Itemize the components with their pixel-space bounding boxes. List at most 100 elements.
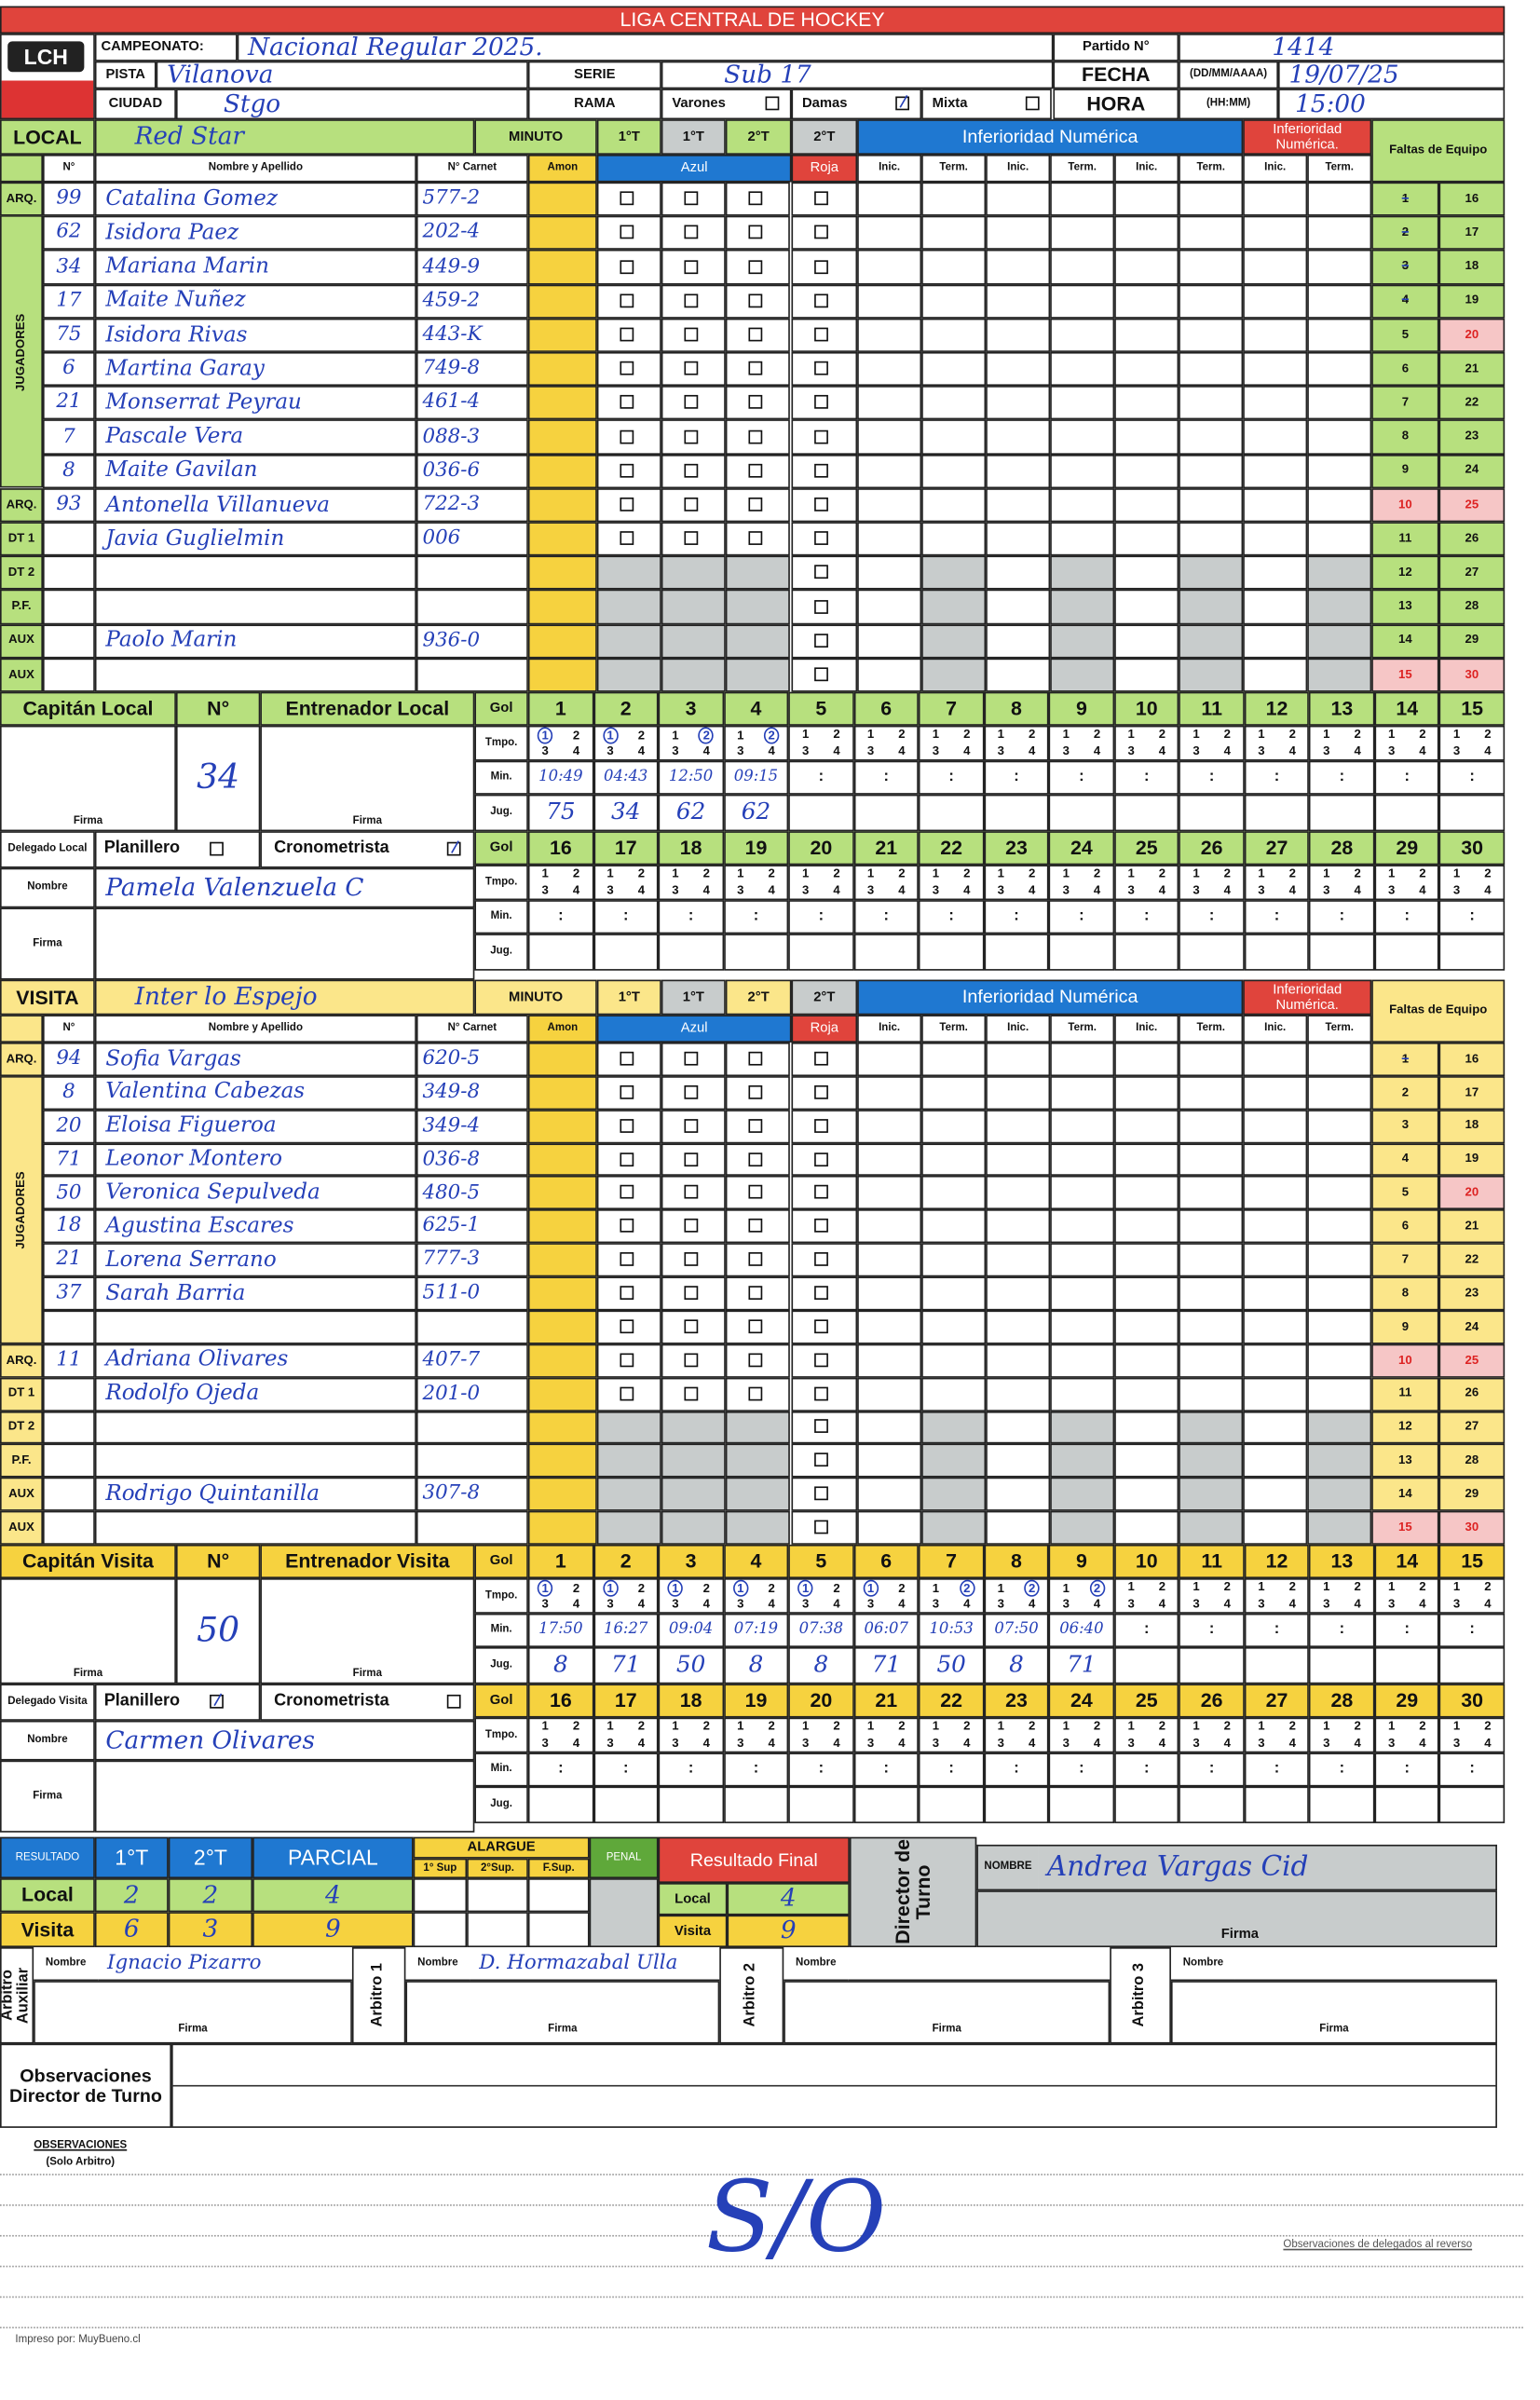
player-name[interactable]: Rodolfo Ojeda xyxy=(94,1377,416,1411)
inferioridad-cell[interactable] xyxy=(857,250,922,284)
period-option[interactable]: 2 xyxy=(1093,866,1101,880)
period-option[interactable]: 2 xyxy=(1024,1580,1040,1598)
inferioridad-cell[interactable] xyxy=(1243,555,1308,591)
referee-nombre[interactable] xyxy=(1234,1947,1497,1982)
period-selector[interactable]: 1 2 3 4 xyxy=(1246,1719,1308,1752)
goal-tmpo-cell[interactable]: 1 2 3 4 xyxy=(1113,725,1179,761)
inferioridad-cell[interactable] xyxy=(857,1109,922,1143)
azul-card-checkbox[interactable] xyxy=(620,497,634,511)
period-option[interactable]: 4 xyxy=(1288,882,1296,897)
goal-player[interactable]: 71 xyxy=(593,1646,659,1684)
goal-minute[interactable]: : xyxy=(593,900,659,934)
azul-card-checkbox[interactable] xyxy=(620,225,634,239)
goal-tmpo-cell[interactable]: 1 2 3 4 xyxy=(1244,725,1310,761)
inferioridad-cell[interactable] xyxy=(1179,623,1244,659)
inferioridad-cell[interactable] xyxy=(1114,215,1179,251)
period-option[interactable]: 1 xyxy=(737,728,744,743)
goal-tmpo-cell[interactable]: 1 2 3 4 xyxy=(1113,1578,1179,1614)
azul-card-checkbox[interactable] xyxy=(748,1219,763,1234)
period-option[interactable]: 4 xyxy=(702,743,710,758)
azul-card-checkbox[interactable] xyxy=(684,1385,699,1400)
goal-minute[interactable]: : xyxy=(1113,760,1179,795)
period-option[interactable]: 3 xyxy=(997,882,1005,897)
team-foul-19[interactable]: 19 xyxy=(1438,283,1506,319)
player-name[interactable] xyxy=(94,555,416,591)
goal-minute[interactable]: : xyxy=(1309,1613,1375,1647)
amon-cell[interactable] xyxy=(527,1276,597,1311)
inferioridad-cell[interactable] xyxy=(986,250,1051,284)
period-selector[interactable]: 1 2 3 4 xyxy=(530,727,593,759)
azul-card-checkbox[interactable] xyxy=(684,1353,699,1367)
period-option[interactable]: 2 xyxy=(1223,1719,1232,1734)
player-name[interactable]: Paolo Marin xyxy=(94,623,416,659)
card-cell[interactable] xyxy=(725,1510,790,1545)
goal-tmpo-cell[interactable]: 1 2 3 4 xyxy=(919,1717,985,1753)
period-selector[interactable]: 1 2 3 4 xyxy=(1180,727,1243,759)
inferioridad-cell[interactable] xyxy=(1050,419,1115,455)
inferioridad-cell[interactable] xyxy=(857,215,922,251)
inferioridad-cell[interactable] xyxy=(1243,318,1308,352)
cronometrista-checkbox[interactable] xyxy=(446,841,461,856)
player-number[interactable]: 50 xyxy=(43,1176,95,1210)
team-foul-7[interactable]: 7 xyxy=(1371,386,1439,420)
player-carnet[interactable]: 036-8 xyxy=(416,1142,528,1177)
player-carnet[interactable]: 511-0 xyxy=(416,1276,528,1311)
inferioridad-cell[interactable] xyxy=(921,351,987,387)
inferioridad-cell[interactable] xyxy=(1307,1176,1372,1210)
period-option[interactable]: 2 xyxy=(572,728,580,743)
period-option[interactable]: 3 xyxy=(802,1597,810,1611)
team-foul-18[interactable]: 18 xyxy=(1438,250,1506,284)
period-option[interactable]: 1 xyxy=(737,1719,744,1734)
azul-card-checkbox[interactable] xyxy=(684,463,699,478)
player-number[interactable]: 7 xyxy=(43,419,95,455)
period-option[interactable]: 1 xyxy=(1127,1719,1135,1734)
team-foul-10[interactable]: 10 xyxy=(1371,487,1439,523)
inferioridad-cell[interactable] xyxy=(1243,1276,1308,1311)
period-selector[interactable]: 1 2 3 4 xyxy=(594,1719,657,1752)
team-foul-4[interactable]: 4 xyxy=(1371,1142,1439,1177)
player-carnet[interactable]: 202-4 xyxy=(416,215,528,251)
inferioridad-cell[interactable] xyxy=(1114,182,1179,216)
period-option[interactable]: 4 xyxy=(1158,882,1166,897)
inferioridad-cell[interactable] xyxy=(857,658,922,692)
amon-cell[interactable] xyxy=(527,1377,597,1411)
card-cell[interactable] xyxy=(596,1209,661,1244)
period-option[interactable]: 1 xyxy=(1452,727,1461,742)
period-option[interactable]: 4 xyxy=(833,882,840,897)
card-cell[interactable] xyxy=(596,1243,661,1277)
inferioridad-cell[interactable] xyxy=(1243,386,1308,420)
goal-minute[interactable]: : xyxy=(1179,1613,1245,1647)
period-option[interactable]: 2 xyxy=(963,727,971,742)
goal-player[interactable] xyxy=(1048,934,1114,971)
period-selector[interactable]: 1 2 3 4 xyxy=(725,1580,787,1613)
inferioridad-cell[interactable] xyxy=(857,283,922,319)
team-foul-15[interactable]: 15 xyxy=(1371,1510,1439,1545)
team-foul-20[interactable]: 20 xyxy=(1438,1176,1506,1210)
pista-value[interactable]: Vilanova xyxy=(156,61,528,89)
inferioridad-cell[interactable] xyxy=(1179,215,1244,251)
amon-cell[interactable] xyxy=(527,1243,597,1277)
inferioridad-cell[interactable] xyxy=(921,1142,987,1177)
goal-tmpo-cell[interactable]: 1 2 3 4 xyxy=(723,1717,789,1753)
inferioridad-cell[interactable] xyxy=(1050,1310,1115,1344)
goal-minute[interactable]: : xyxy=(788,760,854,795)
player-number[interactable]: 62 xyxy=(43,215,95,251)
player-name[interactable]: Adriana Olivares xyxy=(94,1343,416,1378)
delegado-signature[interactable] xyxy=(94,907,475,980)
roja-card-checkbox[interactable] xyxy=(814,191,828,206)
roja-card-checkbox[interactable] xyxy=(814,599,828,614)
goal-player[interactable] xyxy=(1439,1646,1506,1684)
team-foul-30[interactable]: 30 xyxy=(1438,1510,1506,1545)
inferioridad-cell[interactable] xyxy=(857,419,922,455)
player-name[interactable] xyxy=(94,1444,416,1479)
captain-signature[interactable] xyxy=(0,725,176,832)
period-option[interactable]: 3 xyxy=(866,1735,875,1750)
period-selector[interactable]: 1 2 3 4 xyxy=(1115,1580,1178,1613)
period-option[interactable]: 4 xyxy=(1158,1735,1166,1750)
goal-minute[interactable]: : xyxy=(1244,1752,1310,1787)
card-cell[interactable] xyxy=(725,1176,790,1210)
period-option[interactable]: 2 xyxy=(702,866,710,880)
goal-player[interactable] xyxy=(1244,934,1310,971)
goal-minute[interactable]: 07:38 xyxy=(788,1613,854,1647)
inferioridad-cell[interactable] xyxy=(921,283,987,319)
